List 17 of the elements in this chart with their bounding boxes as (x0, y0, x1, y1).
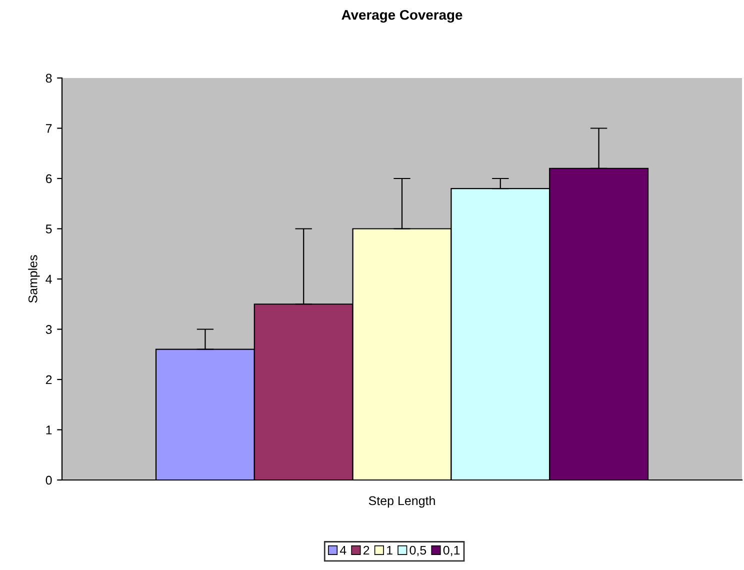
y-tick-label: 1 (46, 426, 52, 434)
x-axis-title: Step Length (368, 496, 435, 508)
y-tick-label: 5 (46, 224, 52, 234)
y-tick-label: 0 (46, 476, 52, 485)
y-axis-title: Samples (28, 255, 40, 303)
y-tick-label: 8 (46, 74, 52, 83)
legend-label: 1 (387, 546, 392, 555)
legend-label: 0,1 (443, 546, 460, 556)
legend-label: 2 (363, 546, 370, 555)
legend-label: 0,5 (410, 546, 426, 556)
legend-label: 4 (340, 546, 346, 555)
y-tick-label: 7 (46, 124, 52, 133)
y-tick-label: 4 (46, 274, 52, 284)
y-tick-label: 3 (46, 325, 52, 334)
y-tick-label: 2 (46, 375, 52, 384)
y-tick-label: 6 (46, 174, 52, 184)
chart-title: Average Coverage (342, 10, 462, 23)
